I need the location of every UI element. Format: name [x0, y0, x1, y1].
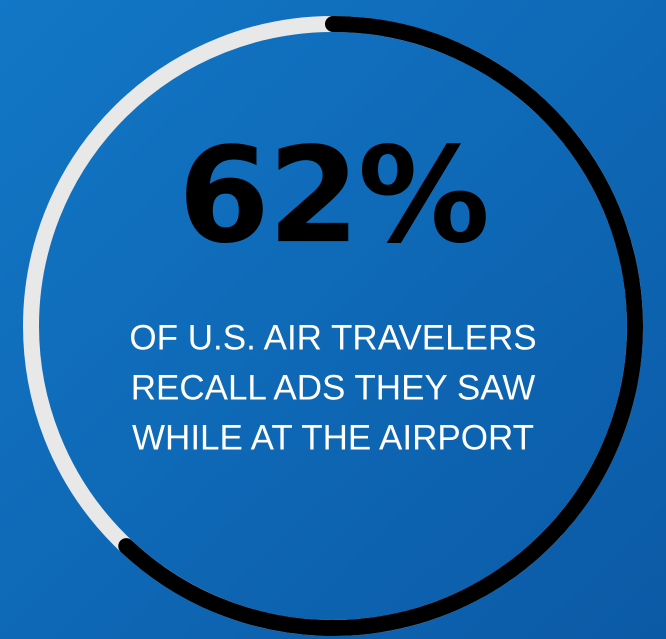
caption-line: WHILE AT THE AIRPORT — [132, 418, 534, 457]
caption-line: OF U.S. AIR TRAVELERS — [129, 318, 536, 357]
caption-line: RECALL ADS THEY SAW — [131, 368, 536, 407]
value-label: 62% — [178, 119, 488, 273]
ring-arc — [118, 16, 643, 636]
